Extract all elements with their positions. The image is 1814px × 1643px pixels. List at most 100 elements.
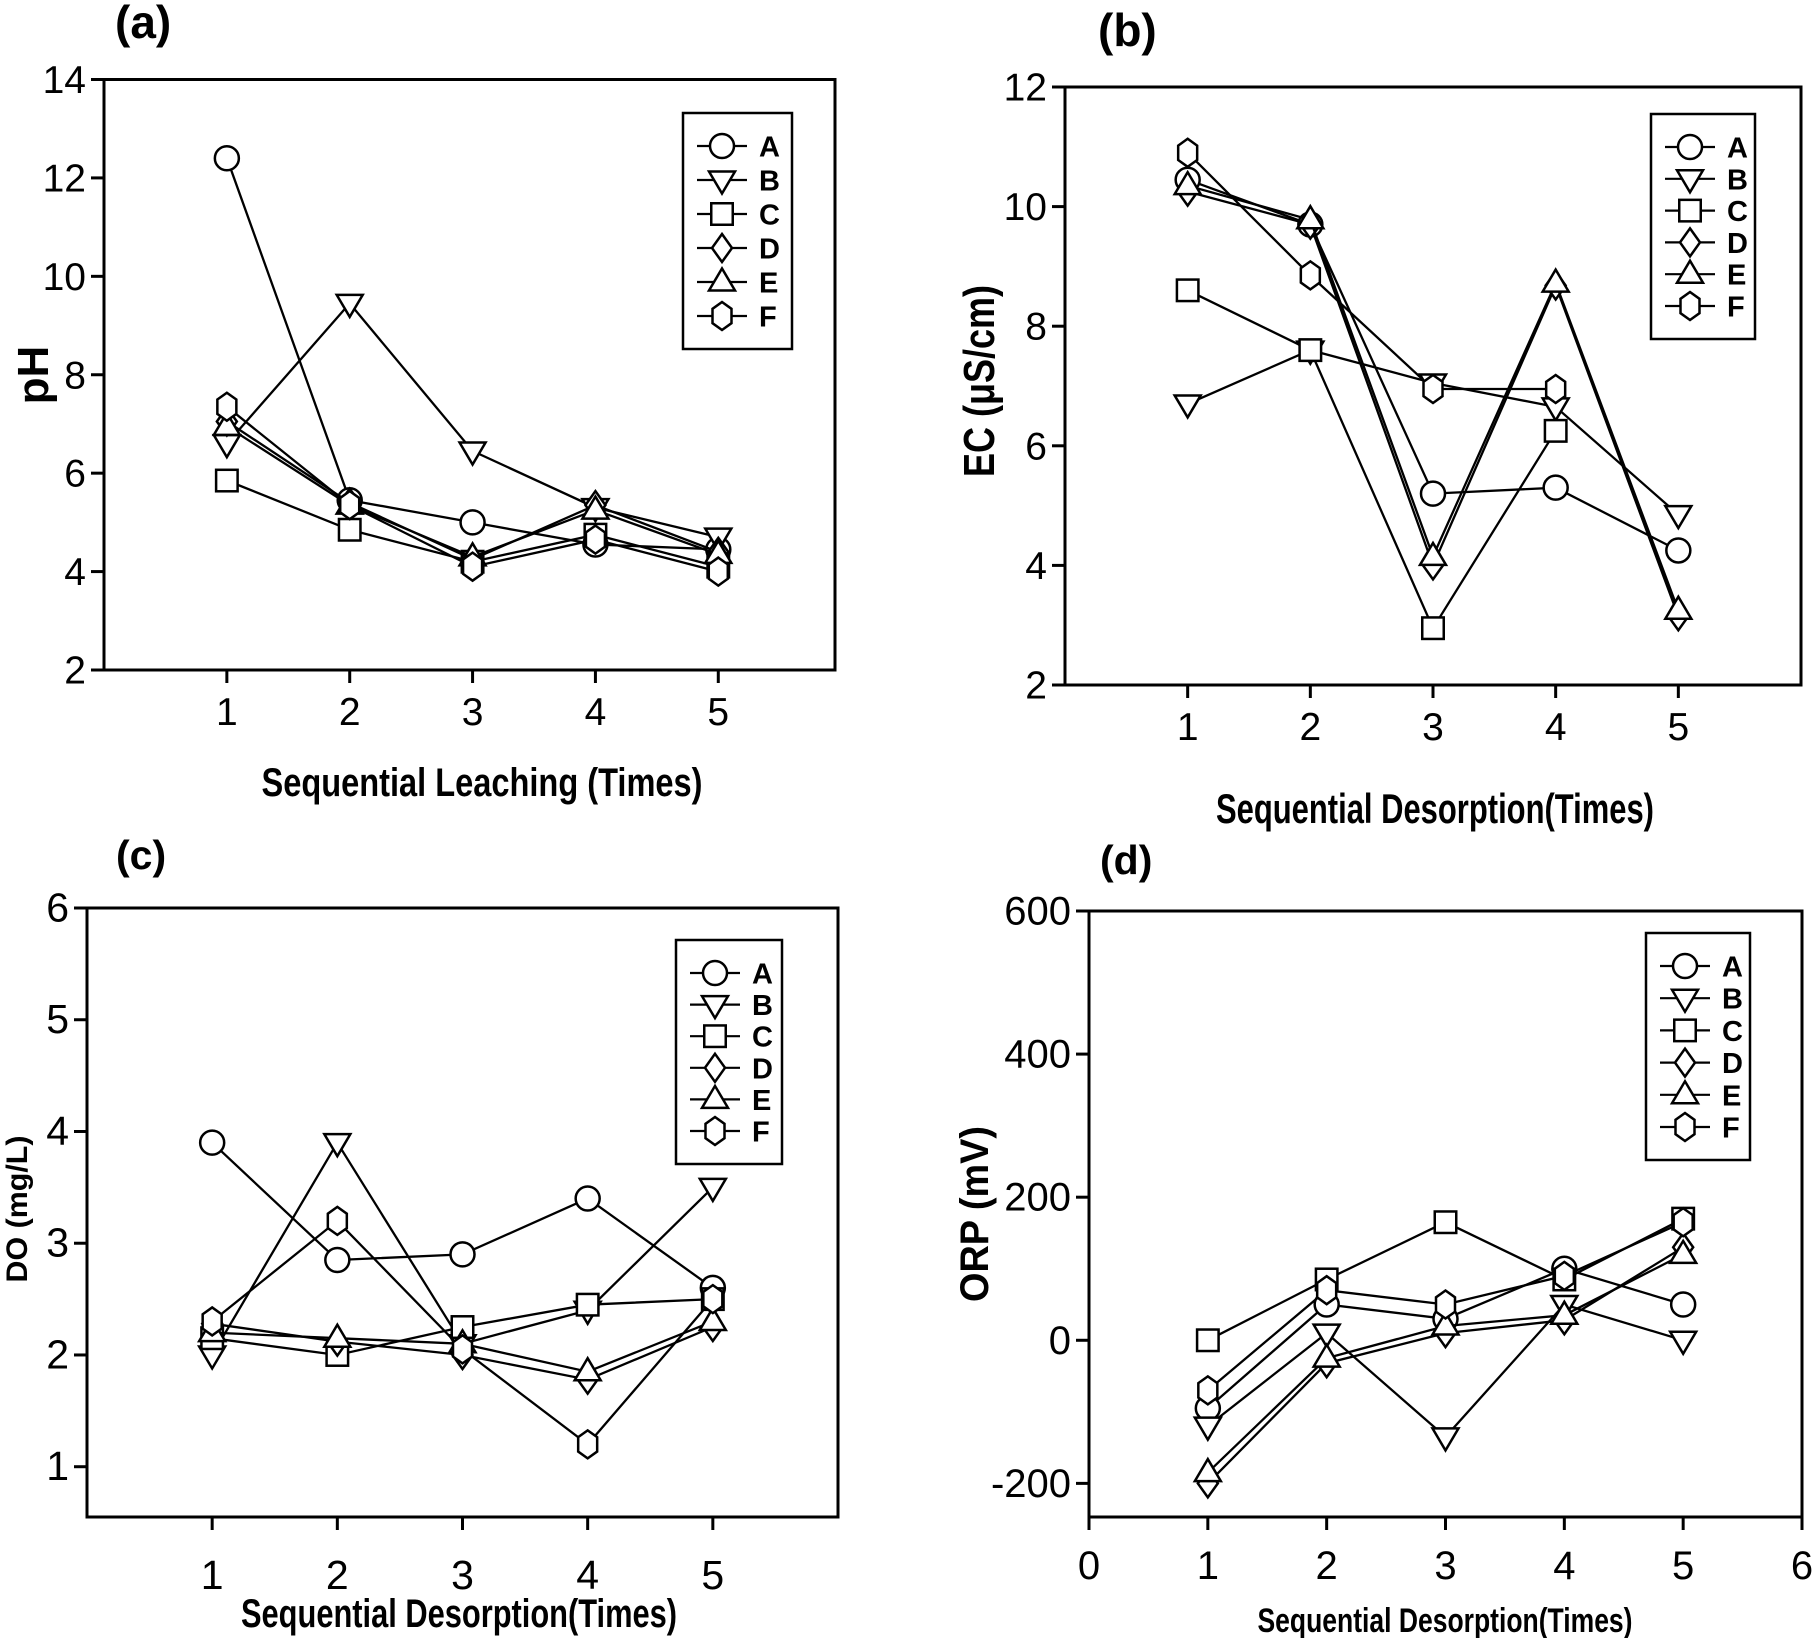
panel-c-letter: (c) (116, 832, 166, 878)
series-F-marker (1299, 259, 1322, 291)
series-F-marker (1197, 1374, 1219, 1406)
series-B-marker (1667, 1330, 1699, 1357)
series-E-marker (1667, 1238, 1699, 1265)
y-tick-label: 14 (43, 59, 86, 102)
series-F-marker (1176, 137, 1199, 169)
series-F-marker (584, 524, 607, 556)
panel-d-letter: (d) (1100, 837, 1152, 883)
y-tick-label: 3 (46, 1220, 69, 1266)
y-tick-label: 2 (64, 650, 86, 693)
panel-b-letter: (b) (1098, 4, 1157, 56)
legend-label-C: C (1727, 196, 1748, 228)
series-F-marker (576, 1428, 599, 1460)
legend-marker-A (1671, 952, 1699, 980)
series-F-marker (1422, 373, 1444, 405)
series-B-marker (1172, 394, 1203, 420)
legend-marker-C (1678, 198, 1702, 223)
legend-marker-B (706, 170, 738, 196)
series-E-marker (1540, 267, 1571, 293)
panel-c-frame (85, 906, 840, 1519)
series-A (1174, 166, 1692, 564)
series-E-marker (211, 410, 243, 437)
panel-d-yaxis-title: ORP (mV) (953, 1126, 997, 1302)
series-E-marker (1172, 169, 1203, 196)
series-C-line (1187, 289, 1557, 631)
panel-a-yaxis-title: pH (9, 346, 58, 405)
series-B-marker (322, 1132, 353, 1159)
legend-label-C: C (752, 1022, 773, 1054)
legend-label-E: E (1727, 260, 1746, 292)
series-C-marker (337, 517, 362, 542)
legend-marker-D (710, 231, 734, 265)
legend-label-F: F (1727, 292, 1745, 324)
series-E-marker (1192, 1456, 1224, 1483)
legend-marker-F (711, 300, 733, 332)
legend-label-D: D (759, 234, 780, 266)
series-E-marker (1417, 540, 1449, 567)
series-F (216, 391, 730, 588)
series-E-marker (580, 494, 611, 520)
legend-marker-B (1674, 169, 1706, 195)
legend-marker-C (710, 202, 734, 226)
panel-b-frame (1063, 85, 1803, 687)
series-F-line (1186, 151, 1556, 391)
legend-label-A: A (1722, 952, 1743, 984)
x-tick-label: 3 (1422, 706, 1444, 749)
series-B-marker (334, 293, 365, 320)
y-tick-label: 8 (1025, 306, 1047, 349)
legend-label-D: D (752, 1053, 773, 1085)
x-tick-label: 4 (1545, 706, 1567, 749)
legend-marker-D (1673, 1046, 1697, 1079)
legend-box (681, 111, 794, 351)
x-tick-label: 1 (1197, 1544, 1219, 1588)
x-tick-label: 6 (1791, 1544, 1813, 1588)
y-tick-label: 10 (1004, 186, 1047, 229)
series-E-marker (572, 1355, 603, 1382)
legend-label-A: A (759, 132, 780, 164)
x-tick-label: 3 (462, 691, 484, 734)
legend-label-B: B (759, 166, 780, 198)
y-tick-label: 6 (1025, 425, 1047, 468)
x-tick-label: 5 (1667, 706, 1689, 749)
y-tick-label: -200 (991, 1462, 1071, 1506)
x-tick-label: 5 (701, 1552, 724, 1598)
panel-a-letter: (a) (115, 0, 171, 48)
series-F-marker (1434, 1288, 1457, 1321)
series-A-marker (1669, 1291, 1697, 1318)
y-tick-label: 10 (43, 256, 86, 299)
x-tick-label: 2 (1299, 706, 1321, 749)
series-A-marker (459, 509, 486, 536)
y-tick-label: 0 (1049, 1319, 1071, 1363)
panel-b-xaxis-title: Sequential Desorption(Times) (1216, 785, 1654, 832)
series-F-marker (201, 1305, 223, 1337)
series-F-marker (1672, 1206, 1694, 1238)
series-C-marker (214, 468, 239, 493)
legend-label-B: B (752, 990, 773, 1022)
y-tick-label: 1 (46, 1443, 69, 1489)
y-tick-label: 5 (46, 996, 69, 1042)
series-B-marker (1192, 1416, 1224, 1443)
series-C-marker (1195, 1328, 1220, 1353)
series-C-marker (1433, 1210, 1458, 1235)
legend-label-A: A (752, 959, 773, 991)
y-tick-label: 2 (1025, 665, 1047, 708)
series-A-marker (198, 1129, 226, 1156)
series-F-marker (216, 391, 238, 423)
legend-label-F: F (1722, 1113, 1740, 1145)
series-A-marker (1542, 474, 1569, 501)
panel-c-yaxis-title: DO (mg/L) (1, 1136, 34, 1283)
series-B (1192, 1294, 1699, 1453)
series-A-marker (449, 1241, 476, 1268)
legend-label-A: A (1727, 133, 1748, 165)
x-tick-label: 2 (1316, 1544, 1338, 1588)
panel-b-yaxis-title: EC (μS/cm) (955, 285, 1004, 477)
legend-marker-F (704, 1115, 726, 1147)
y-tick-label: 12 (1004, 67, 1047, 110)
